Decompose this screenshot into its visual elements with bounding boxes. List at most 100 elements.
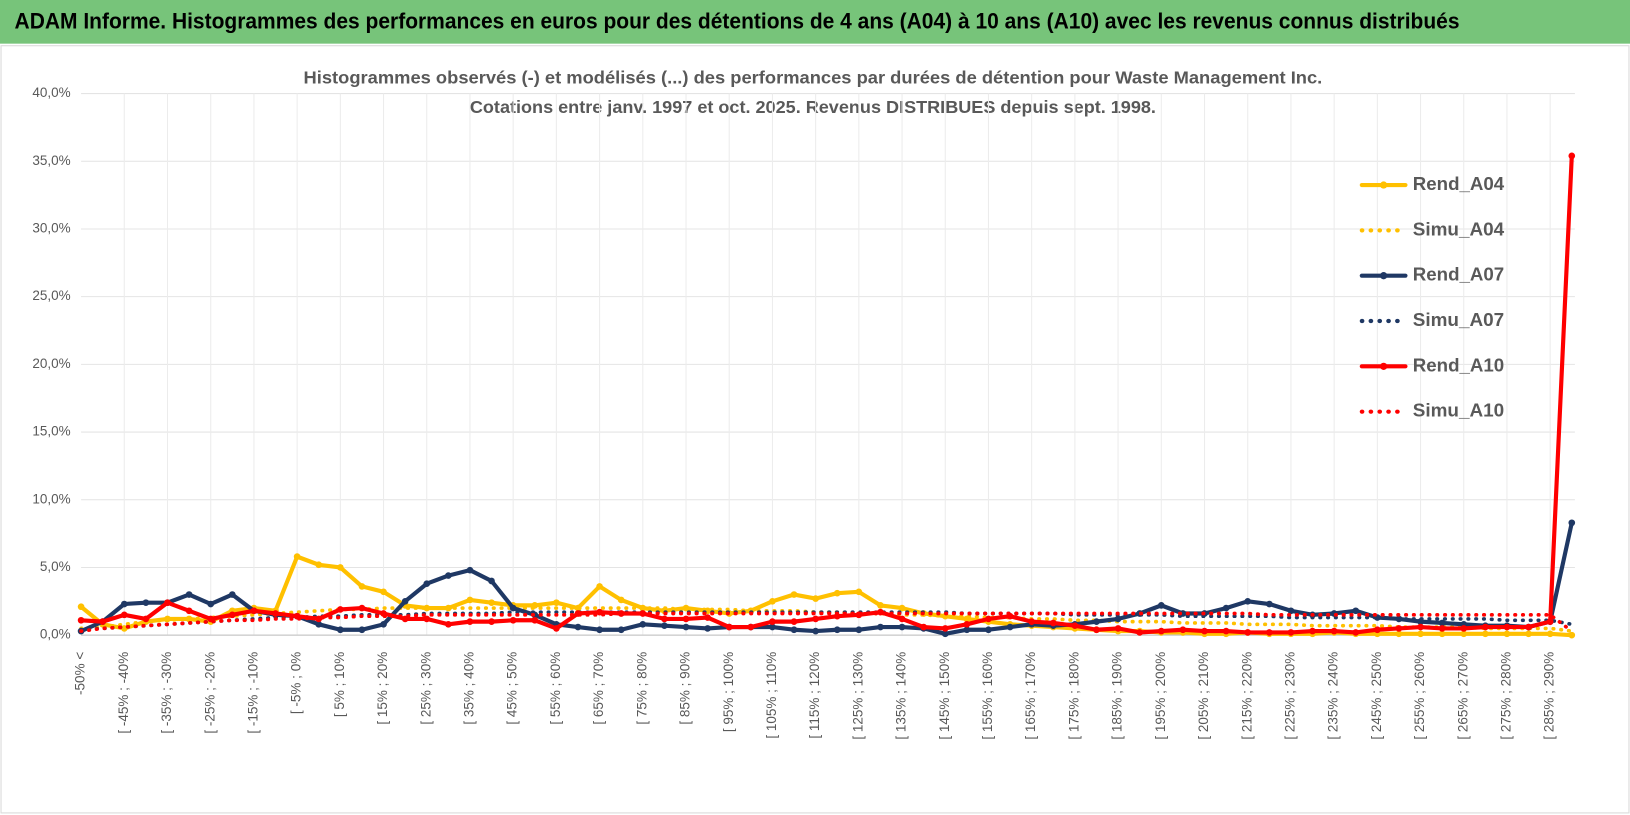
x-tick-label: [ 15% ; 20% bbox=[375, 652, 390, 725]
series-marker bbox=[77, 603, 85, 611]
series-marker bbox=[488, 577, 495, 585]
series-line bbox=[79, 606, 1574, 633]
series-marker bbox=[466, 566, 474, 574]
series-marker bbox=[1546, 618, 1554, 625]
series-marker bbox=[337, 606, 344, 613]
legend-marker bbox=[1379, 181, 1388, 189]
series-marker bbox=[1546, 630, 1554, 638]
y-tick-label: 10,0% bbox=[32, 491, 70, 506]
series-marker bbox=[704, 614, 711, 621]
series-marker bbox=[898, 615, 906, 623]
series-marker bbox=[1028, 618, 1036, 625]
series-marker bbox=[445, 621, 452, 628]
series-marker bbox=[164, 599, 171, 606]
chart-subtitle: Histogrammes observés (-) et modélisés (… bbox=[304, 68, 1323, 88]
series-marker bbox=[1482, 630, 1489, 638]
series-marker bbox=[185, 591, 193, 598]
series-marker bbox=[1525, 623, 1532, 631]
title-bar bbox=[0, 0, 1630, 44]
y-tick-label: 15,0% bbox=[32, 424, 70, 439]
series-marker bbox=[1093, 626, 1100, 634]
series-marker bbox=[1352, 629, 1360, 636]
series-marker bbox=[272, 610, 279, 617]
series-marker bbox=[185, 607, 193, 615]
series-marker bbox=[466, 596, 474, 604]
series-marker bbox=[1568, 519, 1576, 527]
series-marker bbox=[769, 597, 776, 605]
series-marker bbox=[596, 626, 603, 634]
series-marker bbox=[315, 561, 323, 569]
series-marker bbox=[985, 626, 992, 634]
x-tick-label: [ 25% ; 30% bbox=[418, 652, 433, 725]
x-tick-label: [ 145% ; 150% bbox=[937, 652, 952, 740]
series-marker bbox=[1201, 627, 1208, 635]
series-marker bbox=[120, 600, 128, 608]
series-marker bbox=[855, 626, 863, 634]
series-marker bbox=[1136, 629, 1144, 636]
x-tick-label: [ 95% ; 100% bbox=[721, 652, 736, 732]
series-marker bbox=[1093, 618, 1100, 625]
x-tick-label: [ 5% ; 10% bbox=[332, 652, 347, 717]
series-marker bbox=[1157, 602, 1165, 609]
series-marker bbox=[1265, 629, 1273, 636]
x-tick-label: [ 205% ; 210% bbox=[1196, 652, 1211, 740]
series-marker bbox=[790, 626, 798, 634]
series-marker bbox=[877, 623, 884, 631]
y-tick-label: 35,0% bbox=[32, 153, 70, 168]
x-tick-label: [ 225% ; 230% bbox=[1282, 652, 1297, 740]
series-marker bbox=[898, 604, 906, 612]
series-marker bbox=[963, 621, 971, 628]
series-marker bbox=[1417, 630, 1424, 638]
series-marker bbox=[574, 623, 582, 631]
series-marker bbox=[985, 615, 992, 623]
series-marker bbox=[250, 607, 258, 615]
series-marker bbox=[509, 604, 517, 612]
series-marker bbox=[1438, 619, 1446, 627]
series-marker bbox=[207, 600, 215, 608]
series-marker bbox=[682, 615, 690, 623]
series-marker bbox=[1395, 625, 1403, 632]
series-marker bbox=[401, 597, 409, 605]
series-marker bbox=[963, 626, 971, 634]
y-tick-label: 30,0% bbox=[32, 221, 70, 236]
chart-frame bbox=[0, 45, 1630, 814]
series-marker bbox=[1568, 631, 1576, 639]
x-tick-label: [ 75% ; 80% bbox=[634, 652, 649, 725]
series-marker bbox=[466, 618, 474, 625]
series-marker bbox=[833, 626, 841, 634]
series-marker bbox=[1114, 625, 1122, 632]
series-marker bbox=[1309, 627, 1316, 635]
legend-label: Simu_A10 bbox=[1413, 400, 1504, 421]
series-marker bbox=[1265, 600, 1273, 608]
series-marker bbox=[1460, 630, 1468, 638]
series-marker bbox=[790, 618, 798, 625]
series-marker bbox=[77, 616, 85, 624]
x-tick-label: [ 65% ; 70% bbox=[591, 652, 606, 725]
series-marker bbox=[293, 553, 301, 560]
series-marker bbox=[423, 580, 431, 588]
series-marker bbox=[1330, 627, 1338, 635]
x-tick-label: [ 285% ; 290% bbox=[1542, 652, 1557, 740]
legend-label: Simu_A07 bbox=[1413, 309, 1504, 330]
series-marker bbox=[1395, 630, 1403, 638]
y-tick-label: 0,0% bbox=[40, 627, 71, 642]
series-marker bbox=[1503, 630, 1511, 638]
x-tick-label: [ 115% ; 120% bbox=[807, 652, 822, 739]
y-tick-label: 20,0% bbox=[32, 356, 70, 371]
series-line bbox=[79, 520, 1574, 636]
x-tick-label: [ 35% ; 40% bbox=[462, 652, 477, 725]
x-tick-label: [ -15% ; -10% bbox=[245, 652, 260, 734]
y-tick-label: 40,0% bbox=[32, 85, 70, 100]
series-marker bbox=[1006, 623, 1014, 631]
x-tick-label: [ 135% ; 140% bbox=[894, 652, 909, 740]
series-marker bbox=[1417, 623, 1424, 631]
series-line bbox=[79, 611, 1574, 633]
series-line bbox=[79, 153, 1574, 635]
series-marker bbox=[1179, 626, 1187, 634]
x-tick-label: [ 85% ; 90% bbox=[678, 652, 693, 725]
chart-subtitle: Cotations entre janv. 1997 et oct. 2025.… bbox=[470, 97, 1156, 117]
legend-label: Rend_A07 bbox=[1413, 264, 1504, 285]
series-marker bbox=[941, 630, 949, 638]
legend-label: Rend_A04 bbox=[1413, 173, 1505, 194]
